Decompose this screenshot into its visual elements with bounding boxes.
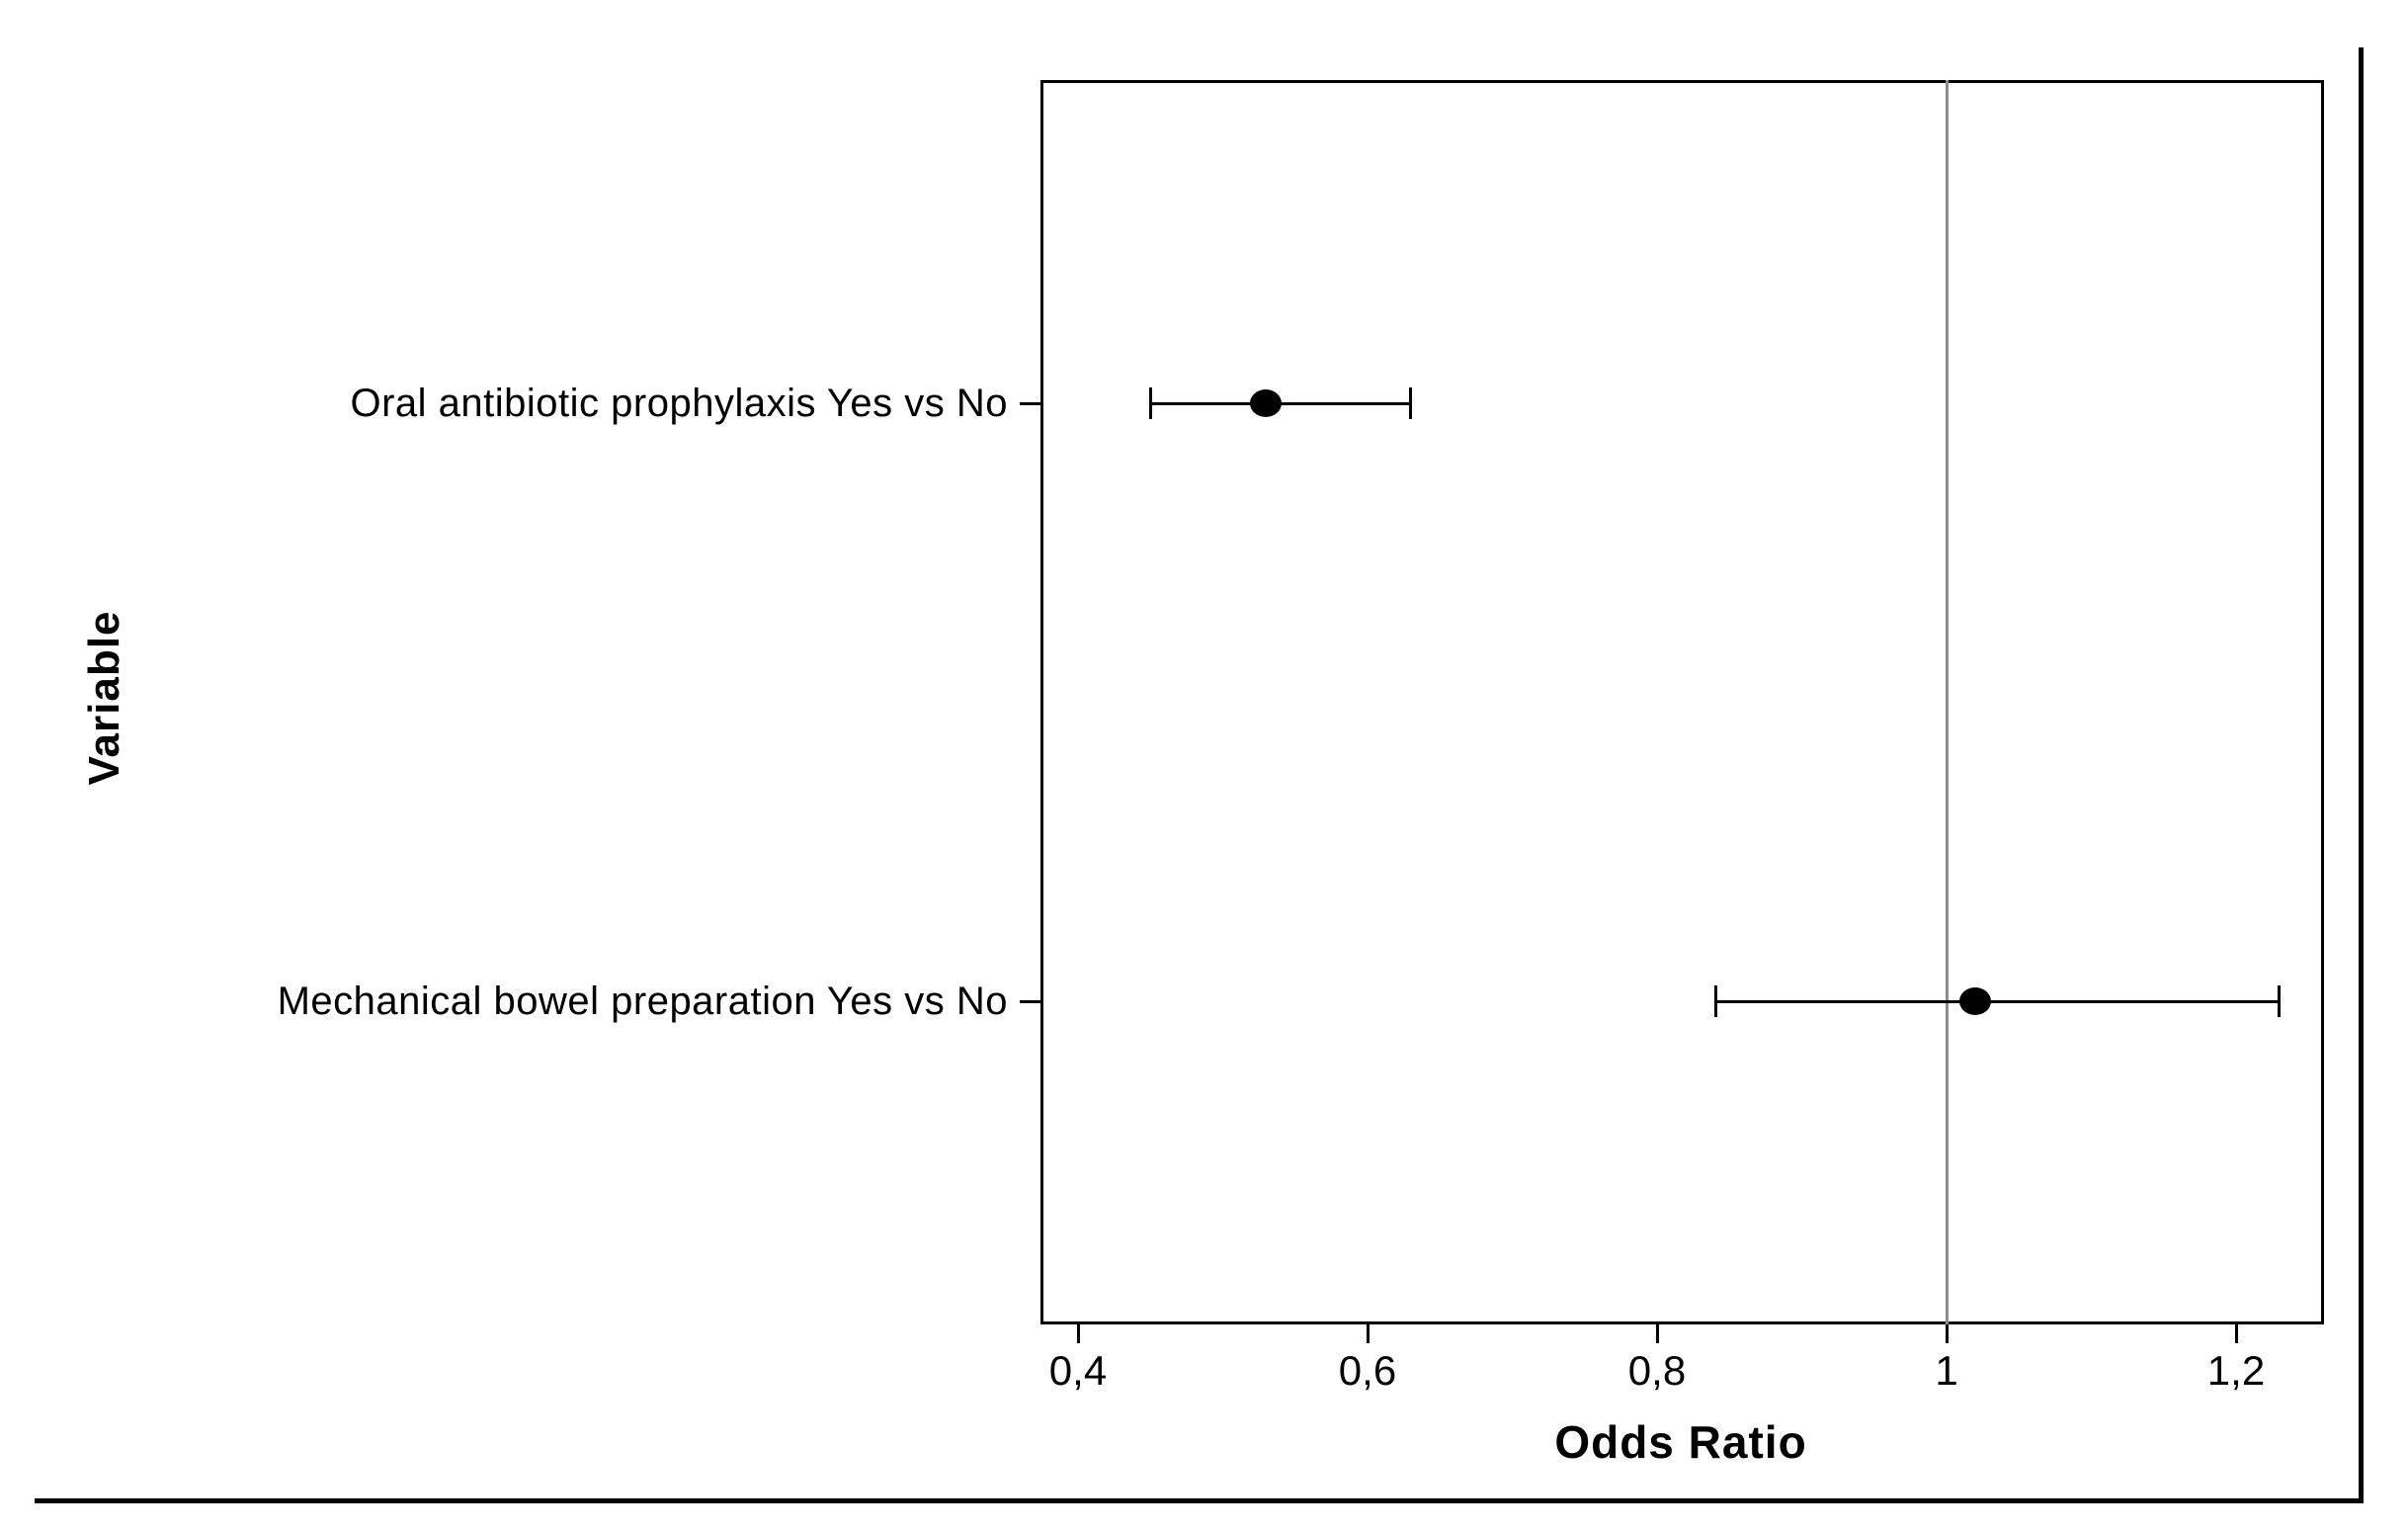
x-axis-tick-label: 0,6 <box>1338 1347 1397 1394</box>
row-label: Oral antibiotic prophylaxis Yes vs No <box>350 382 1008 425</box>
ci-cap-high <box>2277 985 2281 1017</box>
x-axis-tick <box>1946 1324 1949 1343</box>
figure-outer-border-bottom <box>35 1498 2364 1503</box>
reference-line <box>1946 80 1949 1324</box>
x-axis-tick <box>1367 1324 1370 1343</box>
point-estimate-dot <box>1250 389 1283 417</box>
y-axis-title: Variable <box>80 610 128 786</box>
figure-outer-border-right <box>2359 47 2364 1503</box>
ci-cap-low <box>1713 985 1717 1017</box>
x-axis-tick-label: 0,8 <box>1627 1347 1687 1394</box>
confidence-interval-line <box>1714 1000 2280 1003</box>
ci-cap-low <box>1149 387 1153 419</box>
x-axis-tick-label: 0,4 <box>1048 1347 1108 1394</box>
x-axis-tick <box>1077 1324 1080 1343</box>
x-axis-tick-label: 1,2 <box>2206 1347 2266 1394</box>
x-axis-tick <box>1656 1324 1659 1343</box>
point-estimate-dot <box>1959 987 1992 1015</box>
row-label: Mechanical bowel preparation Yes vs No <box>277 979 1008 1023</box>
x-axis-tick-label: 1 <box>1935 1347 1958 1394</box>
y-axis-tick <box>1020 402 1040 405</box>
ci-cap-high <box>1408 387 1412 419</box>
x-axis-title: Odds Ratio <box>1554 1416 1807 1468</box>
x-axis-tick <box>2235 1324 2238 1343</box>
y-axis-tick <box>1020 1000 1040 1003</box>
plot-area <box>1040 80 2324 1324</box>
